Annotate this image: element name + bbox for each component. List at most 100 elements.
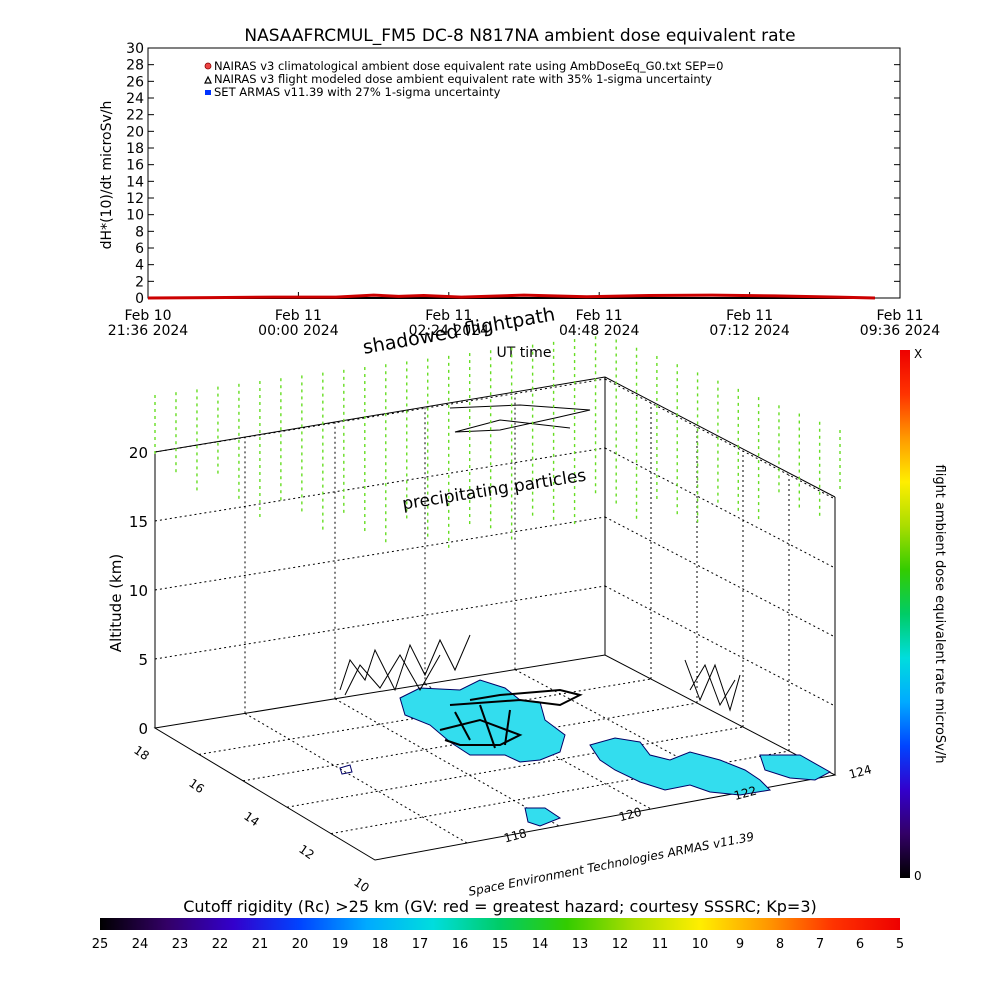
rigidity-tick-label: 6	[856, 937, 864, 952]
rigidity-tick-label: 5	[896, 937, 904, 952]
legend: NAIRAS v3 climatological ambient dose eq…	[204, 59, 723, 99]
dose-colorbar: X 0 flight ambient dose equivalent rate …	[900, 347, 947, 883]
altitude-tick-label: 15	[129, 513, 148, 531]
dose-colorbar-min: 0	[914, 869, 922, 883]
legend-item-flight-model: NAIRAS v3 flight modeled dose ambient eq…	[214, 72, 712, 86]
x-tick-label-date: Feb 11	[576, 308, 623, 324]
timeseries-data	[147, 293, 875, 300]
rigidity-tick-label: 15	[492, 937, 509, 952]
altitude-tick-label: 5	[138, 651, 148, 669]
y-tick-label: 6	[135, 241, 144, 257]
rigidity-tick-label: 11	[652, 937, 669, 952]
rigidity-tick-label: 17	[412, 937, 429, 952]
rigidity-tick-label: 25	[92, 937, 109, 952]
altitude-tick-label: 10	[129, 582, 148, 600]
y-tick-label: 22	[126, 108, 144, 124]
latitude-tick-label: 12	[296, 842, 317, 862]
rigidity-tick-label: 14	[532, 937, 549, 952]
flightpath-ground-track	[439, 688, 583, 749]
top-right-edge	[604, 376, 836, 498]
longitude-tick-label: 124	[847, 762, 873, 781]
y-tick-label: 24	[126, 91, 144, 107]
precipitating-particles-label: precipitating particles	[401, 466, 588, 515]
timeseries-x-label: UT time	[497, 345, 552, 361]
legend-item-armas: SET ARMAS v11.39 with 27% 1-sigma uncert…	[214, 85, 501, 99]
y-tick-label: 16	[126, 158, 144, 174]
y-tick-label: 8	[135, 224, 144, 240]
latitude-tick-label: 16	[186, 776, 207, 796]
rigidity-tick-label: 18	[372, 937, 389, 952]
y-tick-label: 10	[126, 208, 144, 224]
dose-colorbar-label: flight ambient dose equivalent rate micr…	[932, 465, 947, 764]
y-tick-label: 20	[126, 124, 144, 140]
dose-colorbar-gradient	[900, 350, 910, 878]
grid-line-alt	[154, 378, 606, 453]
grid-line-floor	[286, 726, 744, 808]
y-tick-label: 28	[126, 58, 144, 74]
rigidity-colorbar-gradient	[100, 918, 900, 930]
landmass-samar	[759, 754, 832, 781]
x-tick-label-time: 09:36 2024	[860, 323, 941, 339]
shadowed-flightpath	[339, 404, 741, 712]
rigidity-tick-label: 22	[212, 937, 229, 952]
altitude-tick-label: 20	[129, 444, 148, 462]
rigidity-tick-label: 21	[252, 937, 269, 952]
grid-line-floor	[198, 678, 652, 755]
latitude-axis: 18 16 14 12 10	[131, 743, 372, 895]
series-line-1	[147, 293, 875, 300]
longitude-tick-label: 122	[732, 784, 758, 803]
landmass-visayas	[589, 737, 772, 796]
grid-line-alt	[604, 516, 836, 638]
grid-line-alt	[604, 585, 836, 707]
legend-marker-nairas-clim	[204, 62, 212, 70]
rigidity-tick-label: 13	[572, 937, 589, 952]
longitude-axis: 118 120 122 124	[502, 762, 873, 845]
rigidity-tick-label: 24	[132, 937, 149, 952]
x-tick-label-time: 00:00 2024	[258, 323, 339, 339]
y-tick-label: 12	[126, 191, 144, 207]
rigidity-tick-label: 20	[292, 937, 309, 952]
x-tick-label-date: Feb 11	[425, 308, 472, 324]
y-tick-label: 30	[126, 41, 144, 57]
rigidity-tick-label: 9	[736, 937, 744, 952]
altitude-tick-label: 0	[138, 720, 148, 738]
grid-line-alt	[154, 585, 606, 660]
altitude-axis-label: Altitude (km)	[107, 554, 125, 652]
grid-line-alt	[154, 447, 606, 522]
landmass-dot	[339, 764, 353, 775]
chart-title: NASAAFRCMUL_FM5 DC-8 N817NA ambient dose…	[244, 26, 795, 46]
y-tick-label: 4	[135, 258, 144, 274]
latitude-tick-label: 18	[131, 743, 152, 763]
x-tick-label-time: 07:12 2024	[709, 323, 790, 339]
rigidity-colorbar: Cutoff rigidity (Rc) >25 km (GV: red = g…	[92, 897, 904, 952]
rigidity-tick-label: 8	[776, 937, 784, 952]
x-tick-label-date: Feb 11	[726, 308, 773, 324]
rigidity-tick-label: 7	[816, 937, 824, 952]
grid-line-alt	[604, 447, 836, 569]
x-tick-label-date: Feb 11	[275, 308, 322, 324]
altitude-axis: 0 5 10 15 20	[129, 444, 148, 738]
legend-marker-flight-model	[204, 75, 212, 84]
x-tick-label-date: Feb 11	[876, 308, 923, 324]
x-tick-label-time: 21:36 2024	[108, 323, 189, 339]
rigidity-colorbar-ticks: 25 24 23 22 21 20 19 18 17 16 15 14 13 12 11 10 9 8 7 6 5	[92, 937, 904, 952]
x-tick-label-time: 02:24 2024	[409, 323, 490, 339]
x-tick-label-time: 04:48 2024	[559, 323, 640, 339]
longitude-tick-label: 120	[617, 805, 643, 824]
y-tick-label: 2	[135, 274, 144, 290]
timeseries-y-label: dH*(10)/dt microSv/h	[99, 101, 115, 250]
y-tick-label: 14	[126, 174, 144, 190]
grid-line-alt	[154, 516, 606, 591]
landmass-small-island	[524, 807, 562, 827]
latitude-tick-label: 10	[351, 875, 372, 895]
map-coastlines	[339, 679, 832, 827]
rigidity-tick-label: 19	[332, 937, 349, 952]
grid-line-alt	[604, 378, 836, 500]
legend-item-nairas-clim: NAIRAS v3 climatological ambient dose eq…	[214, 59, 723, 73]
rigidity-tick-label: 12	[612, 937, 629, 952]
dose-colorbar-max: X	[914, 347, 922, 361]
rigidity-tick-label: 16	[452, 937, 469, 952]
